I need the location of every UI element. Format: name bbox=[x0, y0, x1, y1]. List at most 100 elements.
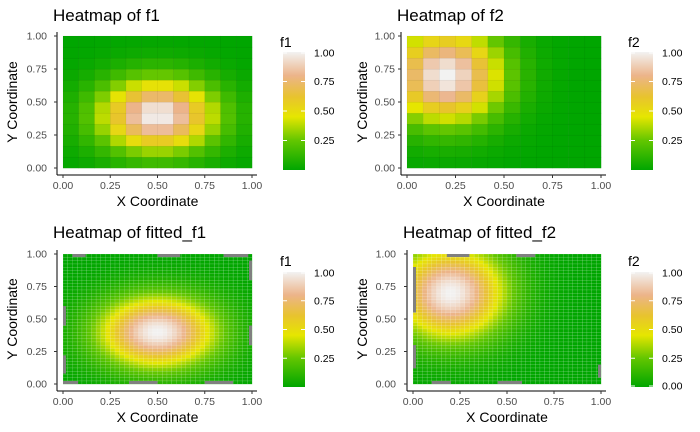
heatmap-cell bbox=[162, 299, 168, 304]
heatmap-cell bbox=[459, 367, 466, 372]
heatmap-cell bbox=[535, 344, 541, 349]
heatmap-cell bbox=[431, 364, 437, 369]
heatmap-cell bbox=[525, 260, 531, 265]
heatmap-cell bbox=[464, 273, 470, 278]
heatmap-cell bbox=[525, 377, 531, 382]
heatmap-cell bbox=[125, 156, 143, 169]
heatmap-cell bbox=[483, 380, 489, 385]
heatmap-cell bbox=[572, 273, 578, 278]
heatmap-cell bbox=[188, 35, 206, 48]
heatmap-cell bbox=[114, 364, 121, 369]
heatmap-cell bbox=[511, 331, 517, 336]
heatmap-cell bbox=[67, 357, 73, 362]
heatmap-cell bbox=[218, 361, 225, 365]
heatmap-cell bbox=[582, 270, 588, 274]
heatmap-cell bbox=[171, 361, 177, 365]
heatmap-cell bbox=[228, 354, 234, 359]
heatmap-cell bbox=[95, 328, 102, 333]
heatmap-cell bbox=[242, 341, 248, 346]
heatmap-cell bbox=[516, 299, 522, 304]
heatmap-cell bbox=[114, 325, 121, 330]
heatmap-cell bbox=[422, 273, 428, 278]
heatmap-cell bbox=[86, 305, 92, 310]
heatmap-cell bbox=[549, 328, 555, 333]
heatmap-cell bbox=[110, 270, 116, 274]
heatmap-cell bbox=[553, 341, 560, 346]
heatmap-cell bbox=[422, 309, 428, 313]
heatmap-cell bbox=[147, 364, 154, 369]
heatmap-cell bbox=[199, 292, 206, 297]
heatmap-cell bbox=[530, 318, 536, 323]
heatmap-cell bbox=[67, 312, 73, 317]
heatmap-cell bbox=[91, 289, 97, 294]
heatmap-cell bbox=[441, 367, 447, 372]
heatmap-cell bbox=[76, 299, 83, 304]
heatmap-cell bbox=[567, 354, 574, 359]
heatmap-cell bbox=[195, 292, 201, 297]
heatmap-cell bbox=[157, 68, 174, 81]
heatmap-cell bbox=[199, 367, 206, 372]
heatmap-cell bbox=[511, 260, 517, 265]
heatmap-cell bbox=[171, 286, 177, 291]
heatmap-cell bbox=[439, 68, 456, 81]
heatmap-cell bbox=[105, 367, 111, 372]
heatmap-cell bbox=[497, 266, 503, 271]
heatmap-cell bbox=[242, 302, 248, 307]
heatmap-cell bbox=[563, 377, 569, 382]
heatmap-cell bbox=[497, 331, 503, 336]
heatmap-cell bbox=[176, 257, 182, 261]
heatmap-cell bbox=[455, 156, 473, 169]
heatmap-cell bbox=[143, 348, 149, 352]
heatmap-cell bbox=[473, 253, 480, 258]
heatmap-cell bbox=[176, 361, 182, 365]
heatmap-cell bbox=[237, 286, 243, 291]
heatmap-cell bbox=[185, 331, 191, 336]
heatmap-cell bbox=[558, 315, 564, 320]
heatmap-cell bbox=[511, 377, 517, 382]
heatmap-cell bbox=[492, 348, 498, 352]
heatmap-cell bbox=[572, 289, 578, 294]
heatmap-cell bbox=[563, 263, 569, 268]
heatmap-cell bbox=[586, 253, 593, 258]
heatmap-cell bbox=[228, 377, 234, 382]
heatmap-cell bbox=[544, 296, 550, 300]
heatmap-cell bbox=[86, 266, 92, 271]
heatmap-cell bbox=[185, 335, 191, 339]
heatmap-cell bbox=[62, 289, 69, 294]
heatmap-cell bbox=[94, 57, 111, 70]
heatmap-cell bbox=[133, 273, 140, 278]
heatmap-cell bbox=[426, 374, 433, 378]
heatmap-cell bbox=[502, 351, 508, 356]
heatmap-cell bbox=[119, 357, 125, 362]
heatmap-cell bbox=[436, 312, 442, 317]
heatmap-cell bbox=[223, 292, 229, 297]
heatmap-cell bbox=[171, 370, 177, 375]
heatmap-cell bbox=[483, 289, 489, 294]
heatmap-cell bbox=[76, 292, 83, 297]
heatmap-cell bbox=[143, 322, 149, 326]
heatmap-cell bbox=[95, 341, 102, 346]
heatmap-cell bbox=[76, 315, 83, 320]
heatmap-cell bbox=[497, 318, 503, 323]
heatmap-cell bbox=[237, 380, 243, 385]
heatmap-cell bbox=[166, 377, 173, 382]
heatmap-cell bbox=[176, 338, 182, 343]
heatmap-cell bbox=[119, 341, 125, 346]
heatmap-cell bbox=[464, 305, 470, 310]
heatmap-cell bbox=[406, 101, 424, 114]
heatmap-cell bbox=[506, 367, 513, 372]
heatmap-cell bbox=[209, 377, 215, 382]
heatmap-cell bbox=[471, 123, 489, 136]
heatmap-cell bbox=[567, 273, 574, 278]
heatmap-cell bbox=[133, 364, 140, 369]
heatmap-cell bbox=[199, 325, 206, 330]
heatmap-cell bbox=[549, 289, 555, 294]
heatmap-cell bbox=[228, 335, 234, 339]
heatmap-cell bbox=[119, 367, 125, 372]
heatmap-cell bbox=[473, 292, 480, 297]
heatmap-cell bbox=[525, 302, 531, 307]
heatmap-cell bbox=[228, 351, 234, 356]
heatmap-cell bbox=[520, 260, 527, 265]
heatmap-cell bbox=[237, 364, 243, 369]
heatmap-cell bbox=[171, 289, 177, 294]
